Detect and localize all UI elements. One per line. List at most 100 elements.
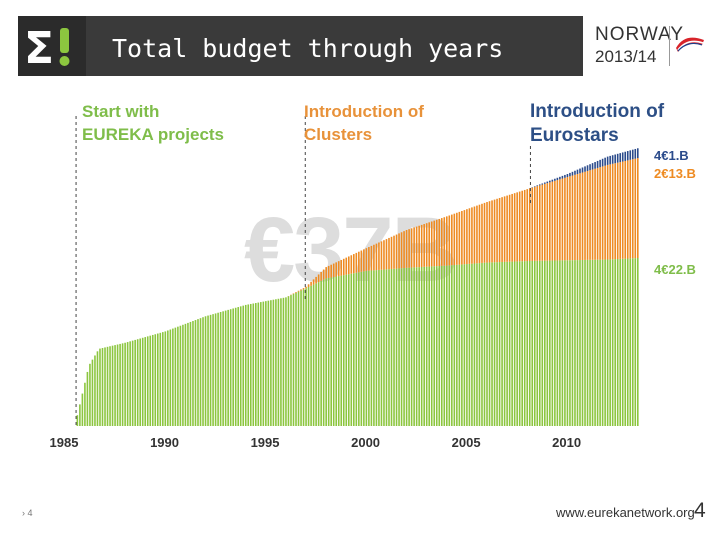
bar-clusters-141 bbox=[428, 222, 431, 267]
bar-projects-49 bbox=[197, 319, 199, 426]
bar-projects-40 bbox=[174, 327, 177, 426]
bar-clusters-88 bbox=[295, 292, 297, 293]
bar-clusters-177 bbox=[518, 191, 521, 262]
bar-projects-113 bbox=[358, 272, 360, 426]
bar-projects-152 bbox=[456, 264, 458, 426]
bar-projects-159 bbox=[473, 263, 476, 426]
bar-projects-57 bbox=[217, 312, 219, 426]
bar-clusters-210 bbox=[601, 166, 604, 260]
bar-clusters-123 bbox=[383, 240, 385, 270]
bar-projects-145 bbox=[438, 265, 441, 426]
bar-projects-97 bbox=[317, 282, 320, 426]
bar-projects-44 bbox=[184, 323, 187, 426]
bar-projects-148 bbox=[446, 265, 448, 426]
bar-projects-93 bbox=[307, 287, 310, 426]
bar-clusters-207 bbox=[594, 168, 596, 260]
bar-projects-64 bbox=[234, 307, 237, 426]
svg-text:Σ: Σ bbox=[24, 23, 54, 74]
bar-clusters-191 bbox=[554, 180, 556, 261]
bar-eurostars-193 bbox=[559, 176, 561, 180]
bar-clusters-188 bbox=[546, 183, 549, 261]
bar-clusters-220 bbox=[626, 160, 629, 259]
bar-clusters-168 bbox=[496, 198, 498, 263]
bar-clusters-167 bbox=[493, 199, 496, 263]
bar-clusters-216 bbox=[616, 162, 619, 260]
bar-projects-140 bbox=[425, 266, 428, 426]
bar-projects-150 bbox=[451, 265, 453, 426]
bar-projects-202 bbox=[581, 259, 584, 426]
bar-projects-169 bbox=[498, 262, 501, 426]
bar-eurostars-192 bbox=[556, 177, 559, 181]
bar-clusters-174 bbox=[511, 193, 513, 262]
bar-projects-100 bbox=[325, 278, 327, 426]
bar-projects-128 bbox=[395, 268, 398, 426]
bar-projects-192 bbox=[556, 260, 559, 426]
bar-projects-175 bbox=[513, 261, 516, 426]
bar-projects-215 bbox=[614, 259, 616, 426]
bar-projects-87 bbox=[292, 293, 295, 426]
bar-projects-43 bbox=[182, 324, 184, 426]
footer-url[interactable]: www.eurekanetwork.org bbox=[556, 505, 695, 520]
bar-clusters-130 bbox=[400, 232, 403, 269]
bar-clusters-163 bbox=[483, 202, 486, 263]
bar-clusters-145 bbox=[438, 218, 441, 266]
bar-projects-157 bbox=[468, 263, 471, 426]
bar-projects-132 bbox=[405, 267, 408, 426]
bar-clusters-125 bbox=[388, 237, 390, 270]
bar-projects-147 bbox=[443, 265, 446, 426]
bar-eurostars-187 bbox=[544, 182, 546, 184]
bar-clusters-108 bbox=[345, 257, 348, 275]
bar-projects-72 bbox=[255, 303, 257, 426]
bar-projects-104 bbox=[335, 276, 338, 426]
bar-projects-193 bbox=[559, 260, 561, 426]
bar-projects-61 bbox=[227, 309, 229, 426]
bar-projects-33 bbox=[156, 333, 159, 426]
bar-clusters-96 bbox=[315, 276, 317, 284]
bar-eurostars-205 bbox=[589, 164, 591, 171]
bar-projects-2 bbox=[79, 404, 81, 426]
bar-projects-20 bbox=[124, 342, 126, 426]
bar-projects-22 bbox=[129, 341, 131, 426]
bar-eurostars-215 bbox=[614, 154, 616, 164]
bar-eurostars-197 bbox=[569, 172, 571, 177]
bar-clusters-140 bbox=[425, 223, 428, 267]
bar-projects-114 bbox=[360, 271, 363, 426]
bar-clusters-152 bbox=[456, 212, 458, 265]
bar-projects-164 bbox=[486, 262, 488, 426]
bar-projects-217 bbox=[619, 258, 622, 426]
bar-eurostars-211 bbox=[604, 157, 606, 166]
bar-eurostars-224 bbox=[637, 148, 639, 159]
bar-eurostars-223 bbox=[634, 148, 637, 159]
bar-clusters-187 bbox=[544, 183, 546, 261]
bar-clusters-158 bbox=[471, 207, 473, 264]
annotation-eurostars-line1: Introduction of bbox=[530, 101, 665, 122]
bar-clusters-128 bbox=[395, 234, 398, 269]
bar-projects-78 bbox=[270, 300, 272, 426]
bar-eurostars-214 bbox=[611, 155, 614, 164]
bar-clusters-117 bbox=[368, 247, 370, 271]
bar-projects-184 bbox=[536, 260, 539, 426]
bar-clusters-180 bbox=[526, 189, 529, 262]
bar-projects-31 bbox=[151, 334, 154, 426]
bar-clusters-97 bbox=[317, 274, 320, 283]
bar-projects-214 bbox=[611, 259, 614, 426]
bar-eurostars-195 bbox=[564, 174, 566, 178]
bar-projects-7 bbox=[91, 359, 94, 426]
bar-clusters-139 bbox=[423, 224, 425, 267]
bar-projects-170 bbox=[501, 261, 503, 426]
bar-projects-127 bbox=[393, 268, 395, 426]
bar-projects-32 bbox=[154, 334, 157, 426]
bar-clusters-115 bbox=[363, 249, 365, 272]
annotation-clusters-line1: Introduction of bbox=[304, 102, 424, 121]
bar-projects-200 bbox=[576, 260, 579, 426]
bar-clusters-148 bbox=[446, 216, 448, 266]
bar-clusters-156 bbox=[466, 209, 468, 265]
bar-projects-166 bbox=[491, 262, 493, 426]
bar-projects-163 bbox=[483, 262, 486, 426]
bar-projects-85 bbox=[287, 296, 290, 426]
bar-clusters-107 bbox=[342, 258, 345, 276]
bar-eurostars-207 bbox=[594, 162, 596, 169]
bar-projects-133 bbox=[408, 267, 410, 426]
bar-eurostars-208 bbox=[596, 160, 599, 168]
